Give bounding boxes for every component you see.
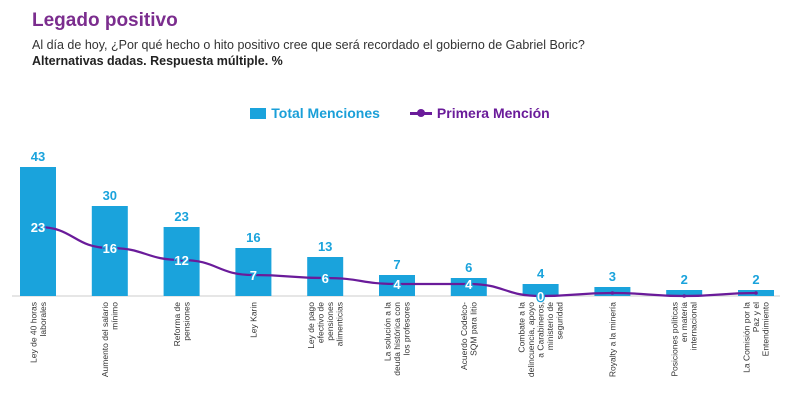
category-label-line: Aumento del salario xyxy=(100,302,110,377)
bar-value-label: 4 xyxy=(537,266,545,281)
category-label-line: alimenticias xyxy=(334,302,344,346)
category-label-line: Acuerdo Codelco- xyxy=(459,302,469,370)
category-label-line: La Comisión por la xyxy=(742,302,752,373)
category-label-line: Reforma de xyxy=(172,302,182,347)
category-label: Posiciones políticas en materia internacio… xyxy=(670,302,699,377)
category-label-line: pensiones xyxy=(325,302,335,341)
legend-item-first: Primera Mención xyxy=(409,105,550,121)
category-label: La Comisión por la Paz y el Entendimiento xyxy=(742,302,771,373)
bar xyxy=(666,290,703,296)
category-label-line: Ley Karin xyxy=(248,302,258,338)
chart-legend: Total Menciones Primera Mención xyxy=(0,105,800,121)
line-value-label: 0 xyxy=(537,289,544,304)
bar-value-label: 3 xyxy=(609,269,616,284)
category-label-line: en materia xyxy=(679,302,689,342)
bar xyxy=(235,248,272,296)
bar-value-label: 6 xyxy=(465,260,472,275)
bar-value-label: 7 xyxy=(393,257,400,272)
line-point xyxy=(538,294,543,298)
legend-label-first: Primera Mención xyxy=(436,105,550,121)
category-label-line: Paz y el xyxy=(751,302,761,332)
line-point xyxy=(754,291,758,295)
line-point xyxy=(251,273,256,277)
category-label-line: SQM para litio xyxy=(469,302,479,356)
line-point xyxy=(610,291,615,295)
bar xyxy=(450,278,487,296)
bar-value-label: 16 xyxy=(246,230,260,245)
category-label-line: pensiones xyxy=(181,302,191,341)
category-label-line: Entendimiento xyxy=(761,302,771,357)
bar xyxy=(522,284,559,296)
category-label-line: a Carabineros, xyxy=(536,302,546,358)
legend-item-total: Total Menciones xyxy=(250,105,380,121)
category-label-line: Ley de 40 horas xyxy=(28,302,38,363)
category-label: Combate a la delincuencia, apoyo a Carabin… xyxy=(517,302,565,377)
chart-question: Al día de hoy, ¿Por qué hecho o hito pos… xyxy=(32,38,585,52)
line-value-label: 4 xyxy=(393,277,401,292)
category-label-line: deuda histórica con xyxy=(392,302,402,376)
category-label-line: efectivo de xyxy=(315,302,325,343)
category-label-line: delincuencia, apoyo xyxy=(526,302,536,377)
category-label: Ley Karin xyxy=(248,302,258,338)
line-point xyxy=(467,282,471,286)
line-value-label: 23 xyxy=(31,220,45,235)
category-label-line: Posiciones políticas xyxy=(670,302,680,377)
category-label-line: mínimo xyxy=(110,302,120,330)
legend-label-total: Total Menciones xyxy=(271,105,380,121)
bar-value-label: 2 xyxy=(681,272,688,287)
category-label-line: ministerio de xyxy=(545,302,555,350)
bar-value-label: 43 xyxy=(31,149,45,164)
line-value-label: 4 xyxy=(465,277,473,292)
category-label-line: seguridad xyxy=(555,302,565,340)
line-point xyxy=(395,282,399,286)
bar-value-label: 2 xyxy=(752,272,759,287)
category-label-line: La solución a la xyxy=(383,302,393,361)
category-label-line: Combate a la xyxy=(517,302,527,353)
category-label: Acuerdo Codelco- SQM para litio xyxy=(459,302,479,370)
legend-swatch-bar xyxy=(250,107,267,119)
category-label-line: Ley de pago xyxy=(306,302,316,349)
category-label: Ley de 40 horas laborales xyxy=(28,302,48,363)
category-label-line: internacional xyxy=(689,302,699,350)
bar-value-label: 13 xyxy=(318,239,332,254)
category-label: Royalty a la minería xyxy=(607,302,617,377)
category-label: Ley de pago efectivo de pensiones alimentic… xyxy=(306,302,345,349)
category-label-line: laborales xyxy=(38,302,48,337)
line-value-label: 7 xyxy=(250,268,257,283)
line-point xyxy=(682,294,686,298)
category-label-line: los profesores xyxy=(402,302,412,355)
bar xyxy=(91,206,128,296)
line-point xyxy=(36,225,40,229)
bar xyxy=(20,167,56,296)
line-point xyxy=(108,246,112,250)
bar-value-label: 30 xyxy=(103,188,117,203)
bar-value-label: 23 xyxy=(174,209,188,224)
category-label: Aumento del salario mínimo xyxy=(100,302,120,377)
page-title: Legado positivo xyxy=(32,10,178,31)
line-value-label: 16 xyxy=(103,241,117,256)
category-label-line: Royalty a la minería xyxy=(607,302,617,377)
line-value-label: 6 xyxy=(322,271,329,286)
category-label: Reforma de pensiones xyxy=(172,302,192,347)
chart-note: Alternativas dadas. Respuesta múltiple. … xyxy=(32,54,283,68)
line-point xyxy=(323,276,328,280)
legend-swatch-line xyxy=(409,109,432,117)
line-point xyxy=(179,258,184,262)
line-value-label: 12 xyxy=(174,253,188,268)
category-label: La solución a la deuda histórica con los p… xyxy=(383,302,412,376)
